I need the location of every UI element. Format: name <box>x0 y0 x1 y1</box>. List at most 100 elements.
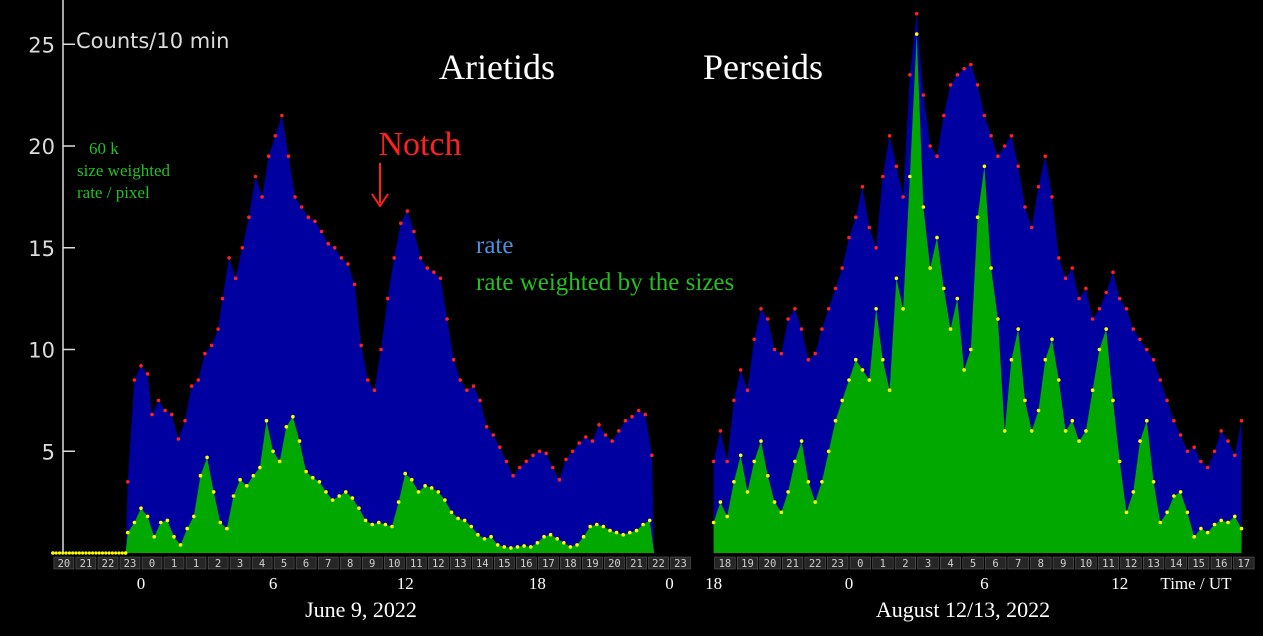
arietids-hour-label-3: 23 <box>124 558 137 570</box>
arietids-ut-label-1: 6 <box>269 574 278 593</box>
legend-weighted: rate weighted by the sizes <box>476 269 734 296</box>
arietids-rate-point-33 <box>333 246 337 250</box>
perseids-rate-point-77 <box>1233 453 1237 458</box>
perseids-weighted-point-4 <box>738 453 743 458</box>
arietids-weighted-point-62 <box>522 544 526 548</box>
arietids-baseline-dot <box>97 551 101 555</box>
perseids-rate-point-45 <box>1016 164 1020 169</box>
arietids-hour-label-8: 3 <box>237 558 243 570</box>
perseids-rate-point-54 <box>1077 296 1081 301</box>
perseids-hour-box-7 <box>872 556 894 570</box>
arietids-rate-point-16 <box>220 296 225 301</box>
arietids-weighted-point-21 <box>251 473 256 478</box>
arietids-hour-label-0: 20 <box>58 558 71 570</box>
perseids-rate-point-71 <box>1192 445 1196 450</box>
perseids-weighted-point-29 <box>908 174 912 179</box>
perseids-weighted-point-15 <box>813 500 817 504</box>
arietids-weighted-point-81 <box>647 518 652 523</box>
arietids-panel: 20 21 22 23 0 1 1 2 3 4 5 6 7 8 9 10 11 12 13 14 15 16 17 18 19 2… <box>51 113 691 593</box>
perseids-weighted-point-48 <box>1036 408 1041 413</box>
perseids-rate-point-15 <box>813 351 817 356</box>
perseids-weighted-point-75 <box>1219 518 1223 523</box>
perseids-hour-label-22: 16 <box>1215 558 1228 570</box>
perseids-weighted-point-78 <box>1239 526 1244 531</box>
arietids-weighted-point-75 <box>608 528 612 533</box>
perseids-rate-point-7 <box>759 307 763 311</box>
arietids-rate-point-42 <box>392 256 397 260</box>
perseids-weighted-point-6 <box>752 459 756 464</box>
perseids-hour-box-18 <box>1120 556 1142 570</box>
perseids-hour-label-15: 9 <box>1060 558 1066 570</box>
arietids-weighted-point-64 <box>535 541 540 545</box>
arietids-hour-label-14: 9 <box>369 558 375 570</box>
arietids-hour-box-8 <box>229 556 251 570</box>
arietids-rate-point-66 <box>551 465 555 470</box>
perseids-weighted-point-18 <box>833 418 838 423</box>
arietids-weighted-point-13 <box>198 473 203 478</box>
arietids-weighted-point-17 <box>225 526 229 531</box>
perseids-rate-point-12 <box>793 307 797 311</box>
arietids-hour-box-5 <box>163 556 185 570</box>
arietids-weighted-point-34 <box>337 494 342 498</box>
arietids-rate-point-22 <box>260 195 264 199</box>
arietids-weighted-point-3 <box>132 520 137 525</box>
arietids-weighted-point-50 <box>443 498 447 502</box>
perseids-hour-box-23 <box>1233 556 1255 570</box>
arietids-rate-point-45 <box>412 229 416 234</box>
perseids-rate-point-65 <box>1151 357 1156 362</box>
arietids-baseline-dot <box>54 551 58 555</box>
arietids-hour-box-12 <box>317 556 339 570</box>
note-line-2: size weighted <box>77 161 170 180</box>
arietids-baseline-dot <box>84 551 88 555</box>
perseids-weighted-point-21 <box>854 357 858 362</box>
arietids-baseline-dot <box>114 551 118 555</box>
arietids-rate-point-75 <box>610 439 614 443</box>
perseids-hour-label-5: 23 <box>831 558 844 570</box>
arietids-rate-point-51 <box>451 357 456 362</box>
arietids-baseline-dot <box>71 551 75 555</box>
arietids-rate-point-63 <box>531 453 535 458</box>
arietids-weighted-point-39 <box>370 522 375 527</box>
arietids-rate-point-65 <box>544 451 548 456</box>
perseids-hour-box-13 <box>1007 556 1029 570</box>
perseids-weighted-point-34 <box>942 286 946 291</box>
arietids-hour-box-14 <box>361 556 383 570</box>
perseids-hour-label-0: 18 <box>719 558 732 570</box>
perseids-rate-point-53 <box>1070 266 1075 270</box>
perseids-rate-point-60 <box>1117 296 1122 301</box>
arietids-rate-point-29 <box>306 215 311 219</box>
perseids-rate-point-6 <box>752 337 756 342</box>
arietids-baseline-dot <box>124 551 128 555</box>
arietids-rate-point-26 <box>286 154 291 158</box>
arietids-weighted-point-48 <box>429 486 434 490</box>
perseids-ut-label-1: 0 <box>845 574 854 593</box>
arietids-hour-box-17 <box>428 556 449 570</box>
arietids-baseline-dot <box>87 551 91 555</box>
arietids-rate-point-10 <box>183 418 187 423</box>
perseids-hour-label-7: 1 <box>880 558 886 570</box>
perseids-weighted-point-58 <box>1104 327 1108 331</box>
perseids-hour-label-16: 10 <box>1080 558 1093 570</box>
arietids-rate-point-39 <box>372 388 377 393</box>
perseids-hour-label-2: 20 <box>764 558 777 570</box>
perseids-hour-box-1 <box>736 556 759 570</box>
arietids-rate-point-52 <box>458 378 463 382</box>
arietids-weighted-point-2 <box>126 530 130 535</box>
perseids-weighted-point-37 <box>962 368 966 372</box>
perseids-weighted-point-24 <box>874 307 878 311</box>
arietids-baseline-dot <box>104 551 108 555</box>
arietids-rate-point-13 <box>203 351 207 356</box>
perseids-rate-point-30 <box>914 11 919 16</box>
perseids-hour-box-10 <box>939 556 962 570</box>
arietids-hour-label-11: 6 <box>303 558 309 570</box>
perseids-rate-point-37 <box>962 66 966 71</box>
arietids-weighted-point-41 <box>383 522 388 527</box>
arietids-hour-box-20 <box>494 556 515 570</box>
perseids-rate-point-75 <box>1219 429 1223 433</box>
perseids-weighted-point-51 <box>1057 378 1061 382</box>
perseids-rate-point-4 <box>738 368 743 372</box>
arietids-weighted-point-53 <box>462 518 467 523</box>
arietids-rate-point-20 <box>247 215 251 219</box>
perseids-rate-point-25 <box>881 174 885 179</box>
